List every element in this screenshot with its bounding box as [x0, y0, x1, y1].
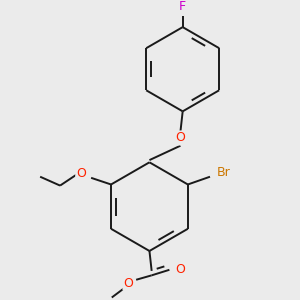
Text: O: O — [176, 263, 185, 276]
Text: O: O — [76, 167, 86, 180]
Text: Br: Br — [216, 166, 230, 179]
Text: O: O — [176, 131, 185, 144]
Text: F: F — [179, 0, 186, 13]
Text: O: O — [124, 277, 133, 290]
